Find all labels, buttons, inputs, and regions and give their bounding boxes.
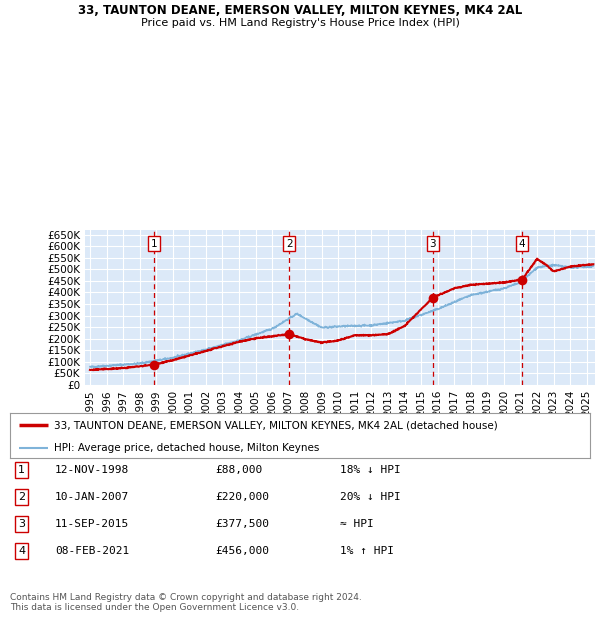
Text: ≈ HPI: ≈ HPI: [340, 519, 374, 529]
Text: 12-NOV-1998: 12-NOV-1998: [55, 465, 129, 475]
Text: HPI: Average price, detached house, Milton Keynes: HPI: Average price, detached house, Milt…: [53, 443, 319, 453]
Text: 3: 3: [18, 519, 25, 529]
Text: £456,000: £456,000: [215, 546, 269, 556]
Text: 20% ↓ HPI: 20% ↓ HPI: [340, 492, 401, 502]
Text: 3: 3: [430, 239, 436, 249]
Text: £220,000: £220,000: [215, 492, 269, 502]
Text: 10-JAN-2007: 10-JAN-2007: [55, 492, 129, 502]
Text: Contains HM Land Registry data © Crown copyright and database right 2024.
This d: Contains HM Land Registry data © Crown c…: [10, 593, 362, 612]
Text: Price paid vs. HM Land Registry's House Price Index (HPI): Price paid vs. HM Land Registry's House …: [140, 18, 460, 28]
Text: 08-FEB-2021: 08-FEB-2021: [55, 546, 129, 556]
Text: £377,500: £377,500: [215, 519, 269, 529]
Text: 1: 1: [18, 465, 25, 475]
Text: 4: 4: [519, 239, 526, 249]
Text: £88,000: £88,000: [215, 465, 262, 475]
Text: 1% ↑ HPI: 1% ↑ HPI: [340, 546, 394, 556]
Text: 1: 1: [151, 239, 157, 249]
Text: 33, TAUNTON DEANE, EMERSON VALLEY, MILTON KEYNES, MK4 2AL (detached house): 33, TAUNTON DEANE, EMERSON VALLEY, MILTO…: [53, 420, 497, 430]
Text: 18% ↓ HPI: 18% ↓ HPI: [340, 465, 401, 475]
Text: 2: 2: [18, 492, 25, 502]
Text: 33, TAUNTON DEANE, EMERSON VALLEY, MILTON KEYNES, MK4 2AL: 33, TAUNTON DEANE, EMERSON VALLEY, MILTO…: [78, 4, 522, 17]
Text: 11-SEP-2015: 11-SEP-2015: [55, 519, 129, 529]
Text: 4: 4: [18, 546, 25, 556]
Text: 2: 2: [286, 239, 292, 249]
